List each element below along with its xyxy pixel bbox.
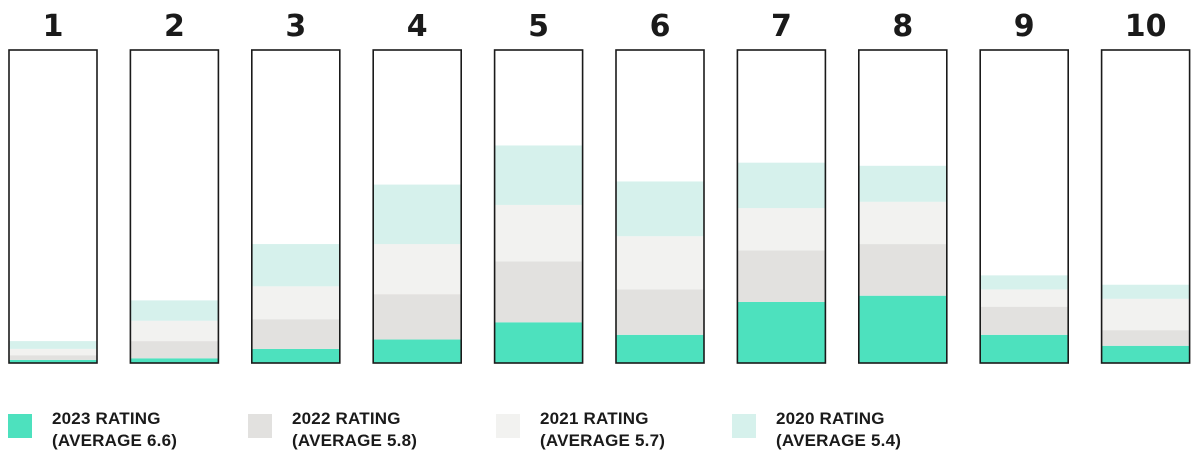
bar-segment-2020-rating-7 bbox=[737, 162, 826, 209]
rating-label-9: 9 bbox=[1014, 9, 1035, 44]
bar-segment-2021-rating-6 bbox=[616, 236, 704, 290]
bar-segment-2020-rating-10 bbox=[1101, 284, 1190, 299]
bar-segment-2023-rating-4 bbox=[373, 339, 462, 363]
bar-segment-2020-rating-8 bbox=[858, 165, 947, 202]
legend-swatch-2023 bbox=[8, 414, 32, 438]
legend-swatch-2021 bbox=[496, 414, 520, 438]
bar-segment-2021-rating-10 bbox=[1101, 298, 1190, 331]
bar-segment-2022-rating-9 bbox=[980, 306, 1069, 335]
bar-segment-2023-rating-2 bbox=[130, 358, 219, 363]
rating-label-7: 7 bbox=[771, 9, 792, 44]
rating-label-5: 5 bbox=[528, 9, 549, 44]
legend-2020-average: (AVERAGE 5.4) bbox=[776, 431, 902, 450]
rating-label-6: 6 bbox=[650, 9, 671, 44]
bar-segment-2020-rating-2 bbox=[130, 300, 219, 321]
bar-segment-2021-rating-1 bbox=[9, 348, 97, 356]
column-frame-6 bbox=[615, 49, 705, 364]
rating-label-2: 2 bbox=[164, 9, 185, 44]
column-frame-4 bbox=[372, 49, 463, 364]
bar-segment-2023-rating-3 bbox=[251, 348, 340, 363]
legend-2023-title: 2023 RATING bbox=[52, 409, 161, 428]
column-frame-9 bbox=[979, 49, 1070, 364]
legend-2023-average: (AVERAGE 6.6) bbox=[52, 431, 178, 450]
legend-2020-title: 2020 RATING bbox=[776, 409, 885, 428]
column-frame-10 bbox=[1100, 49, 1191, 364]
bar-segment-2021-rating-3 bbox=[251, 286, 340, 320]
rating-label-1: 1 bbox=[43, 9, 64, 44]
column-frame-5 bbox=[493, 49, 584, 364]
bar-segment-2021-rating-7 bbox=[737, 208, 826, 251]
bar-segment-2023-rating-1 bbox=[9, 359, 97, 363]
legend-label-2022: 2022 RATING (AVERAGE 5.8) bbox=[292, 408, 417, 452]
bar-segment-2022-rating-7 bbox=[737, 250, 826, 302]
legend-2021-title: 2021 RATING bbox=[540, 409, 649, 428]
bar-segment-2022-rating-4 bbox=[373, 294, 462, 340]
chart-legend: 2023 RATING (AVERAGE 6.6) 2022 RATING (A… bbox=[0, 408, 1196, 468]
bar-segment-2020-rating-4 bbox=[373, 184, 462, 245]
bar-segment-2022-rating-10 bbox=[1101, 330, 1190, 346]
bar-segment-2020-rating-3 bbox=[251, 244, 340, 287]
bar-segment-2023-rating-9 bbox=[980, 334, 1069, 363]
bar-segment-2020-rating-5 bbox=[494, 145, 583, 205]
bar-segment-2023-rating-8 bbox=[858, 295, 947, 363]
bar-segment-2022-rating-8 bbox=[858, 244, 947, 296]
legend-label-2020: 2020 RATING (AVERAGE 5.4) bbox=[776, 408, 901, 452]
bar-segment-2022-rating-3 bbox=[251, 319, 340, 349]
bar-segment-2022-rating-5 bbox=[494, 261, 583, 323]
legend-label-2023: 2023 RATING (AVERAGE 6.6) bbox=[52, 408, 177, 452]
bar-segment-2023-rating-5 bbox=[494, 322, 583, 363]
bar-segment-2021-rating-2 bbox=[130, 320, 219, 342]
rating-label-8: 8 bbox=[892, 9, 913, 44]
legend-2022-title: 2022 RATING bbox=[292, 409, 401, 428]
column-frame-1 bbox=[8, 49, 98, 364]
bar-segment-2023-rating-7 bbox=[737, 301, 826, 363]
bar-segment-2020-rating-9 bbox=[980, 275, 1069, 290]
legend-item-2022: 2022 RATING (AVERAGE 5.8) bbox=[248, 408, 417, 452]
legend-item-2021: 2021 RATING (AVERAGE 5.7) bbox=[496, 408, 665, 452]
legend-item-2023: 2023 RATING (AVERAGE 6.6) bbox=[8, 408, 177, 452]
legend-swatch-2020 bbox=[732, 414, 756, 438]
bar-segment-2022-rating-1 bbox=[9, 355, 97, 360]
bar-segment-2022-rating-2 bbox=[130, 341, 219, 359]
rating-label-10: 10 bbox=[1125, 9, 1167, 44]
column-frame-8 bbox=[857, 49, 948, 364]
column-frame-2 bbox=[129, 49, 220, 364]
bar-segment-2023-rating-10 bbox=[1101, 345, 1190, 363]
bar-segment-2021-rating-8 bbox=[858, 201, 947, 245]
bar-segment-2021-rating-4 bbox=[373, 244, 462, 295]
column-frame-7 bbox=[736, 49, 827, 364]
legend-2021-average: (AVERAGE 5.7) bbox=[540, 431, 666, 450]
rating-label-3: 3 bbox=[285, 9, 306, 44]
column-frame-3 bbox=[251, 49, 341, 364]
bar-segment-2021-rating-9 bbox=[980, 289, 1069, 307]
bar-segment-2023-rating-6 bbox=[616, 334, 704, 363]
bar-segment-2021-rating-5 bbox=[494, 204, 583, 262]
legend-2022-average: (AVERAGE 5.8) bbox=[292, 431, 418, 450]
legend-label-2021: 2021 RATING (AVERAGE 5.7) bbox=[540, 408, 665, 452]
bar-segment-2020-rating-1 bbox=[9, 341, 97, 349]
legend-item-2020: 2020 RATING (AVERAGE 5.4) bbox=[732, 408, 901, 452]
rating-label-4: 4 bbox=[407, 9, 428, 44]
bar-segment-2022-rating-6 bbox=[616, 289, 704, 335]
stacked-bar-chart: 1 2 3 4 5 6 7 8 9 10 bbox=[8, 9, 1191, 364]
bar-segment-2020-rating-6 bbox=[616, 181, 704, 237]
legend-swatch-2022 bbox=[248, 414, 272, 438]
